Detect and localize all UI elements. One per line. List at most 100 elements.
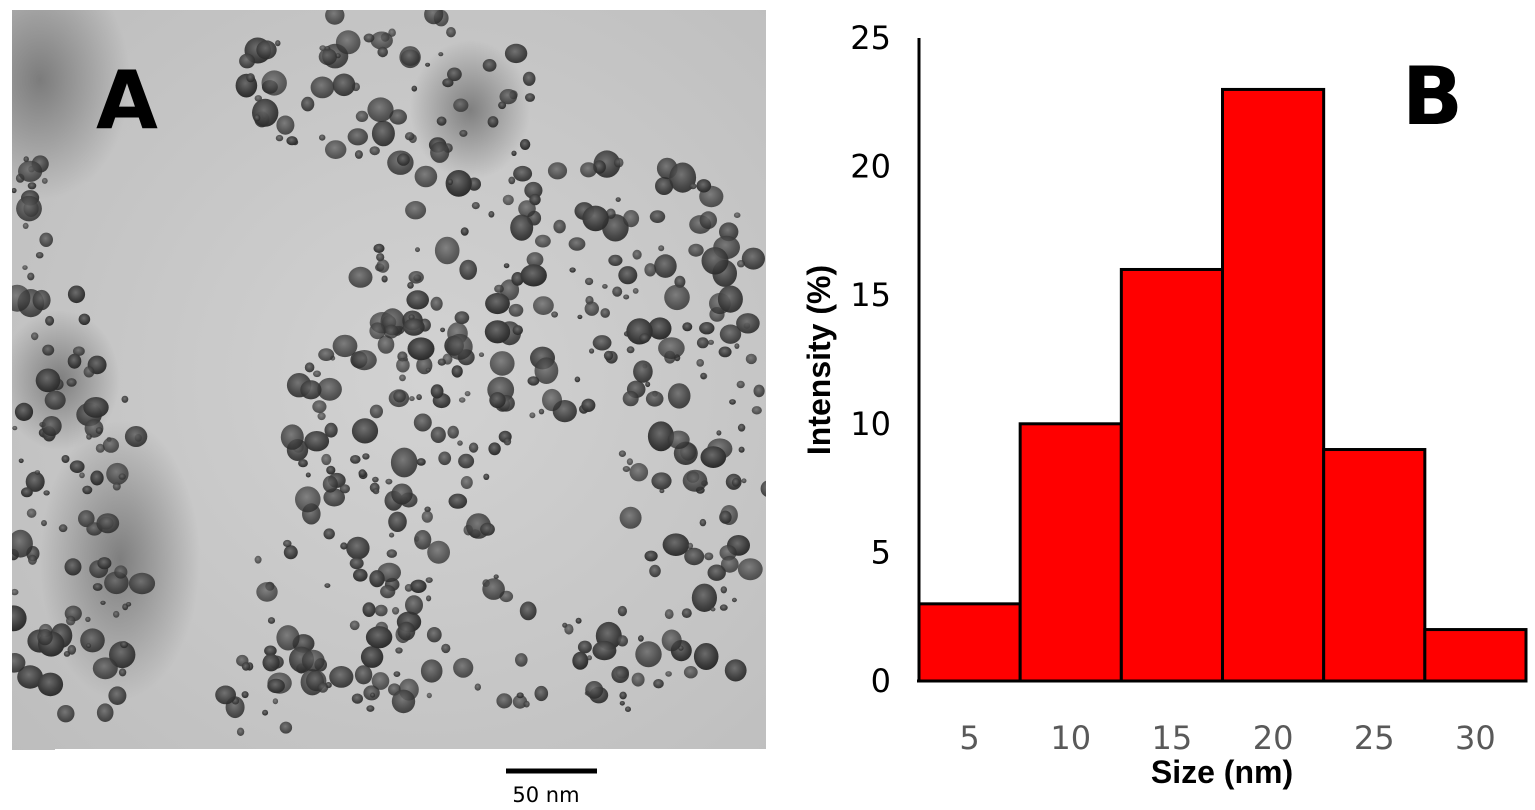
- micrograph-shadows: [12, 10, 530, 700]
- nanoparticle: [436, 116, 447, 126]
- nanoparticle: [318, 48, 337, 66]
- nanoparticle: [3, 246, 11, 254]
- nanoparticle: [45, 315, 55, 326]
- nanoparticle: [78, 510, 95, 528]
- nanoparticle: [720, 586, 727, 594]
- nanoparticle: [430, 296, 443, 311]
- nanoparticle: [519, 601, 537, 621]
- nanoparticle: [351, 350, 377, 371]
- nanoparticle: [118, 473, 126, 480]
- nanoparticle: [383, 324, 399, 339]
- nanoparticle: [644, 263, 657, 277]
- nanoparticle: [622, 466, 631, 472]
- nanoparticle: [426, 627, 442, 643]
- y-axis-title: Intensity (%): [801, 265, 837, 455]
- nanoparticle: [67, 644, 77, 655]
- nanoparticle: [272, 698, 279, 705]
- nanoparticle: [753, 384, 765, 398]
- nanoparticle: [78, 313, 91, 325]
- nanoparticle: [496, 693, 513, 709]
- nanoparticle: [43, 490, 50, 496]
- nanoparticle: [367, 97, 394, 122]
- nanoparticle: [632, 249, 642, 260]
- nanoparticle: [96, 513, 120, 534]
- nanoparticle: [397, 153, 410, 166]
- nanoparticle: [577, 640, 592, 654]
- nanoparticle: [440, 327, 446, 333]
- nanoparticle: [300, 380, 322, 400]
- tem-micrograph: [3, 10, 766, 750]
- nanoparticle: [376, 259, 390, 273]
- nanoparticle: [738, 446, 745, 453]
- nanoparticle: [353, 568, 368, 582]
- nanoparticle: [720, 555, 739, 573]
- nanoparticle: [96, 703, 114, 722]
- micrograph-bottom-strip: [55, 749, 815, 753]
- nanoparticle: [458, 453, 475, 469]
- nanoparticle: [416, 458, 426, 466]
- nanoparticle: [256, 582, 278, 602]
- nanoparticle: [411, 85, 418, 92]
- nanoparticle: [616, 635, 629, 647]
- nanoparticle: [351, 693, 363, 704]
- nanoparticle: [256, 40, 277, 60]
- nanoparticle: [478, 352, 485, 358]
- nanoparticle: [688, 243, 704, 257]
- nanoparticle: [438, 52, 444, 57]
- scale-bar-label: 50 nm: [512, 783, 579, 807]
- nanoparticle: [489, 351, 515, 376]
- nanoparticle: [731, 477, 740, 487]
- nanoparticle: [719, 324, 742, 344]
- nanoparticle: [665, 671, 672, 677]
- nanoparticle: [664, 609, 674, 620]
- nanoparticle: [312, 400, 327, 413]
- nanoparticle: [512, 325, 523, 336]
- y-tick-label: 15: [850, 276, 891, 314]
- bar-30: [1423, 628, 1528, 683]
- nanoparticle: [124, 426, 148, 447]
- nanoparticle: [737, 260, 745, 268]
- nanoparticle: [366, 705, 375, 712]
- nanoparticle: [572, 651, 589, 670]
- x-tick-label: 30: [1455, 719, 1496, 757]
- nanoparticle: [619, 701, 625, 706]
- nanoparticle: [513, 165, 533, 182]
- nanoparticle: [128, 572, 156, 595]
- nanoparticle: [612, 286, 623, 297]
- nanoparticle: [118, 668, 127, 677]
- nanoparticle: [589, 348, 595, 354]
- nanoparticle: [393, 671, 401, 677]
- nanoparticle: [499, 89, 518, 105]
- nanoparticle: [79, 472, 85, 479]
- bar-10: [1018, 422, 1123, 683]
- nanoparticle: [448, 493, 468, 509]
- nanoparticle: [519, 139, 531, 150]
- nanoparticle: [736, 313, 760, 334]
- nanoparticle: [704, 552, 714, 561]
- nanoparticle: [551, 311, 558, 318]
- nanoparticle: [629, 463, 649, 482]
- nanoparticle: [413, 413, 432, 432]
- x-tick-label: 10: [1050, 719, 1091, 757]
- nanoparticle: [669, 162, 697, 193]
- nanoparticle: [426, 692, 432, 699]
- bar-5: [917, 602, 1022, 683]
- nanoparticle: [37, 629, 53, 646]
- nanoparticle: [424, 10, 444, 25]
- nanoparticle: [441, 643, 451, 654]
- nanoparticle: [515, 653, 528, 667]
- nanoparticle: [391, 689, 416, 714]
- nanoparticle: [523, 700, 530, 708]
- nanoparticle: [525, 93, 535, 102]
- nanoparticle: [377, 46, 389, 58]
- nanoparticle: [246, 73, 255, 83]
- nanoparticle: [295, 486, 321, 513]
- nanoparticle: [534, 685, 549, 702]
- nanoparticle: [430, 426, 446, 443]
- nanoparticle: [438, 451, 452, 466]
- nanoparticle: [414, 165, 438, 188]
- nanoparticle: [427, 540, 450, 564]
- nanoparticle: [729, 399, 736, 405]
- nanoparticle: [504, 43, 528, 64]
- nanoparticle: [267, 678, 285, 694]
